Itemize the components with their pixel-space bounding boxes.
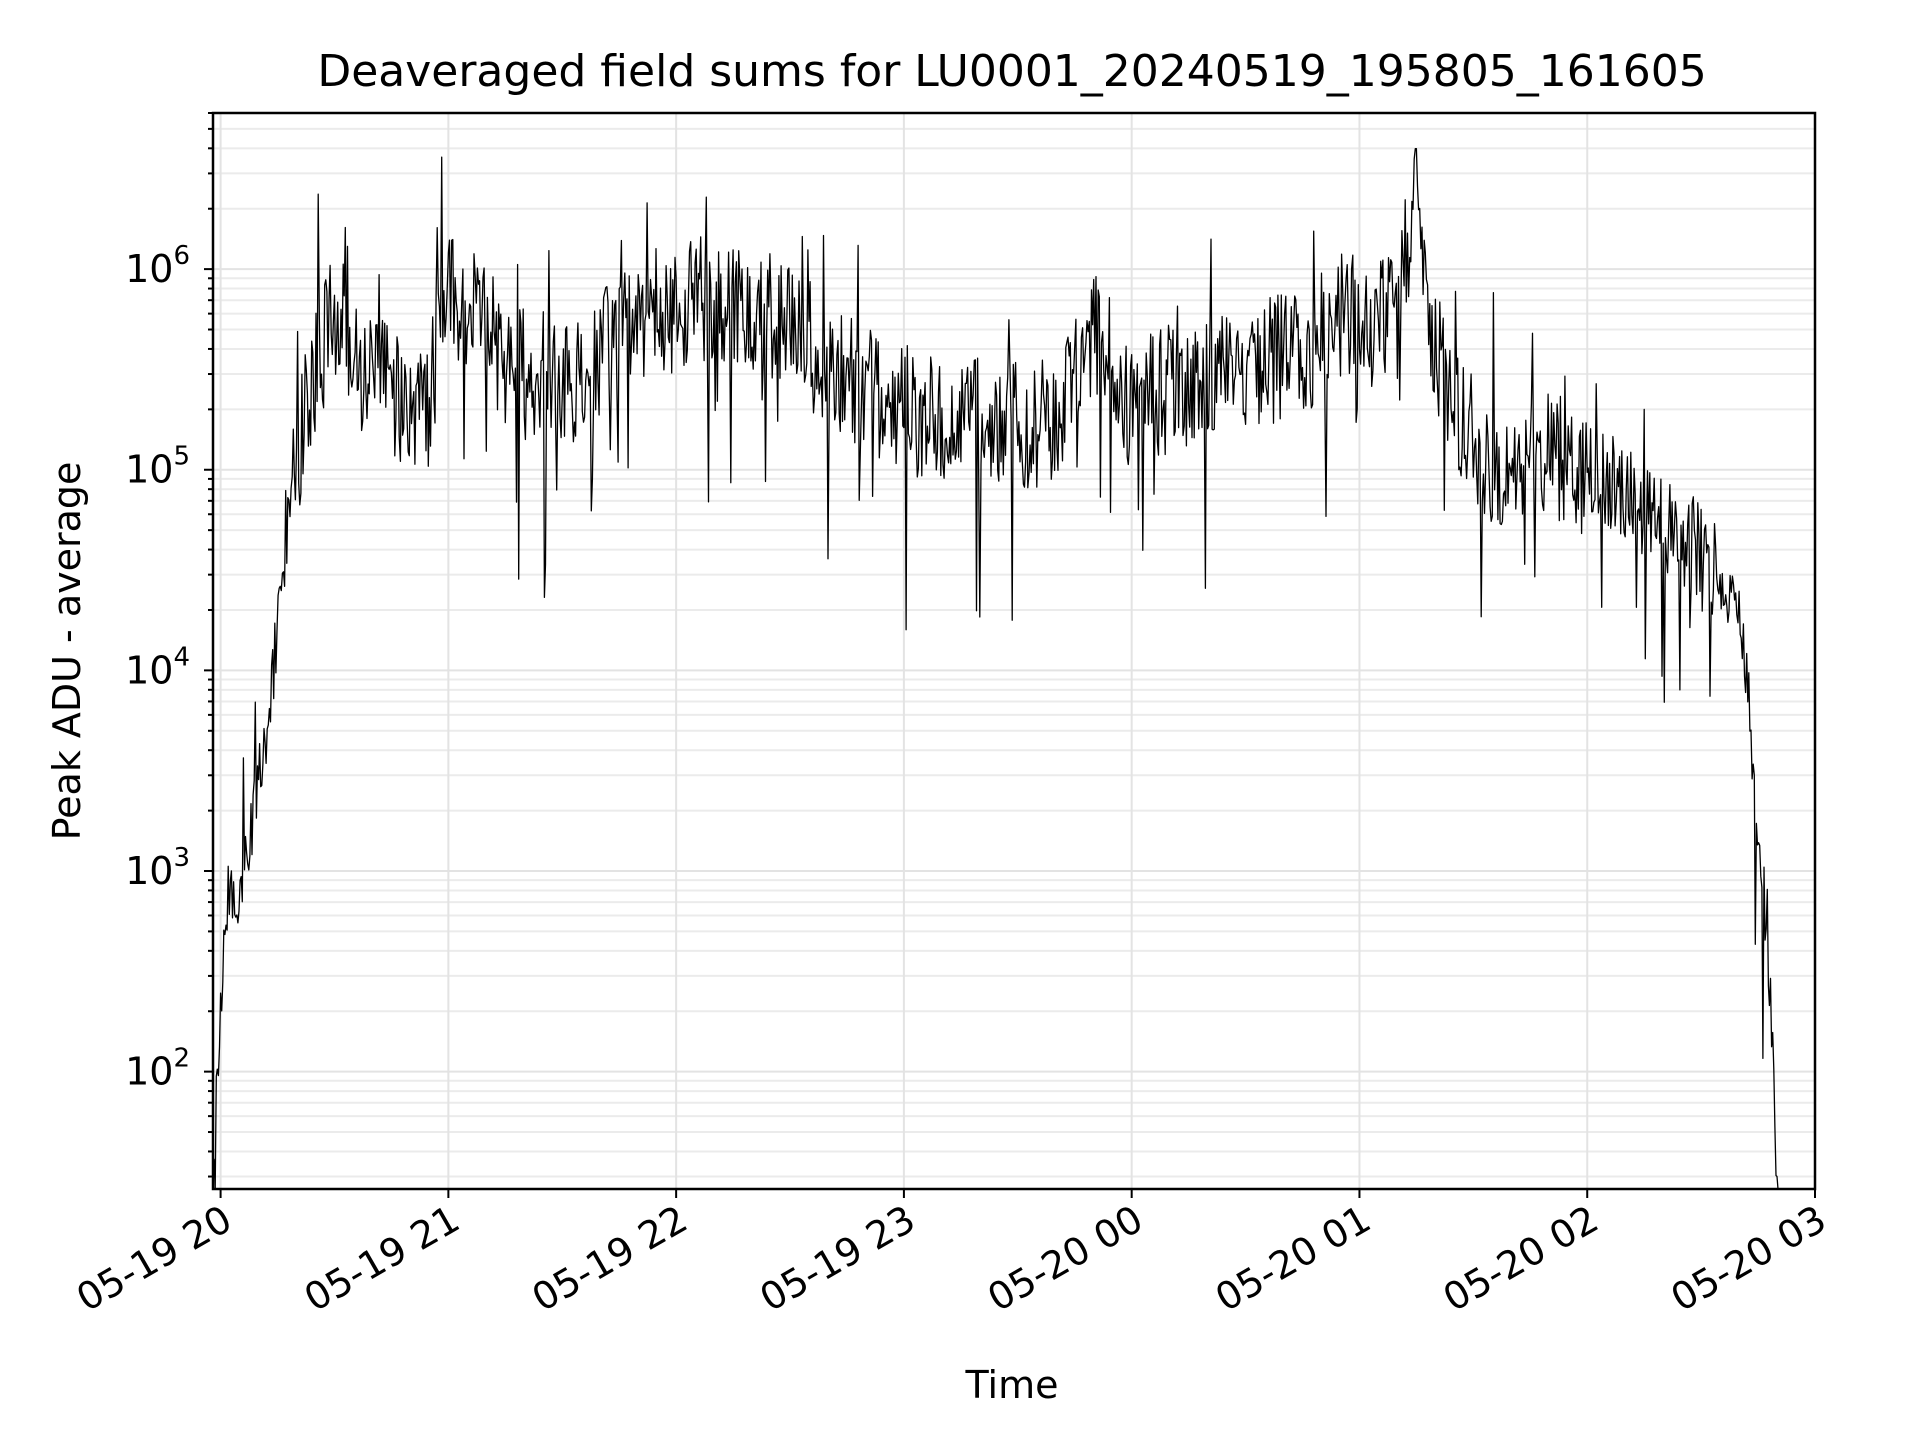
y-axis-label: Peak ADU - average	[45, 462, 89, 841]
y-tick-label-exponent: 2	[173, 1044, 190, 1074]
y-tick-label-exponent: 5	[173, 442, 190, 472]
ticks	[204, 112, 1816, 1198]
y-tick-label: 104	[125, 642, 190, 692]
y-tick-label-exponent: 3	[173, 843, 190, 873]
y-tick-label: 106	[125, 241, 190, 291]
y-tick-label-base: 10	[125, 448, 173, 492]
y-tick-label-base: 10	[125, 247, 173, 291]
plot-frame	[211, 111, 1817, 1191]
y-tick-label: 102	[125, 1044, 190, 1094]
grid	[213, 112, 1816, 1189]
y-tick-label-base: 10	[125, 1050, 173, 1094]
y-tick-label: 105	[125, 442, 190, 492]
series-layer	[212, 148, 1779, 1190]
series-line	[212, 148, 1779, 1190]
y-tick-label: 103	[125, 843, 190, 893]
y-tick-label-exponent: 4	[173, 642, 190, 672]
chart-title: Deaveraged field sums for LU0001_2024051…	[317, 46, 1706, 97]
y-tick-label-base: 10	[125, 648, 173, 692]
x-axis-label: Time	[965, 1363, 1059, 1407]
y-tick-label-base: 10	[125, 849, 173, 893]
y-tick-label-exponent: 6	[173, 241, 190, 271]
